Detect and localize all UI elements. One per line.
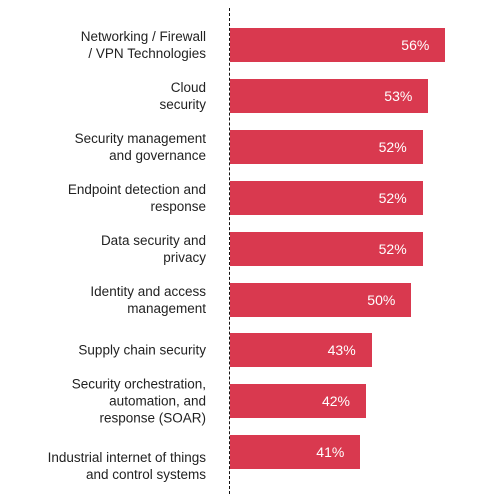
- category-label: Security management and governance: [74, 130, 206, 163]
- bar: [230, 28, 446, 62]
- category-label: Networking / Firewall / VPN Technologies: [80, 29, 206, 61]
- value-label: 52%: [378, 189, 407, 206]
- value-label: 56%: [401, 37, 430, 53]
- bar: [230, 129, 423, 164]
- value-label: 42%: [321, 393, 350, 410]
- value-label: 41%: [316, 444, 345, 461]
- category-label: Endpoint detection and response: [67, 181, 206, 214]
- category-label: Industrial internet of things and contro…: [47, 450, 206, 483]
- category-label: Data security and privacy: [100, 232, 206, 265]
- value-label: 52%: [378, 138, 407, 155]
- value-label: 52%: [378, 240, 407, 257]
- value-label: 50%: [367, 291, 396, 308]
- bar: [230, 333, 372, 368]
- value-label: 53%: [384, 87, 413, 104]
- bar: [230, 435, 361, 470]
- category-label: Security orchestration, automation, and …: [71, 376, 206, 426]
- baseline: [229, 8, 230, 494]
- category-label: Cloud security: [159, 79, 206, 112]
- bar: [230, 78, 429, 113]
- bar: [230, 384, 366, 419]
- bar: [230, 231, 423, 266]
- value-label: 43%: [327, 342, 356, 359]
- category-label: Supply chain security: [78, 342, 206, 358]
- bar: [230, 180, 423, 215]
- category-label: Identity and access management: [90, 283, 206, 316]
- bar: [230, 282, 412, 317]
